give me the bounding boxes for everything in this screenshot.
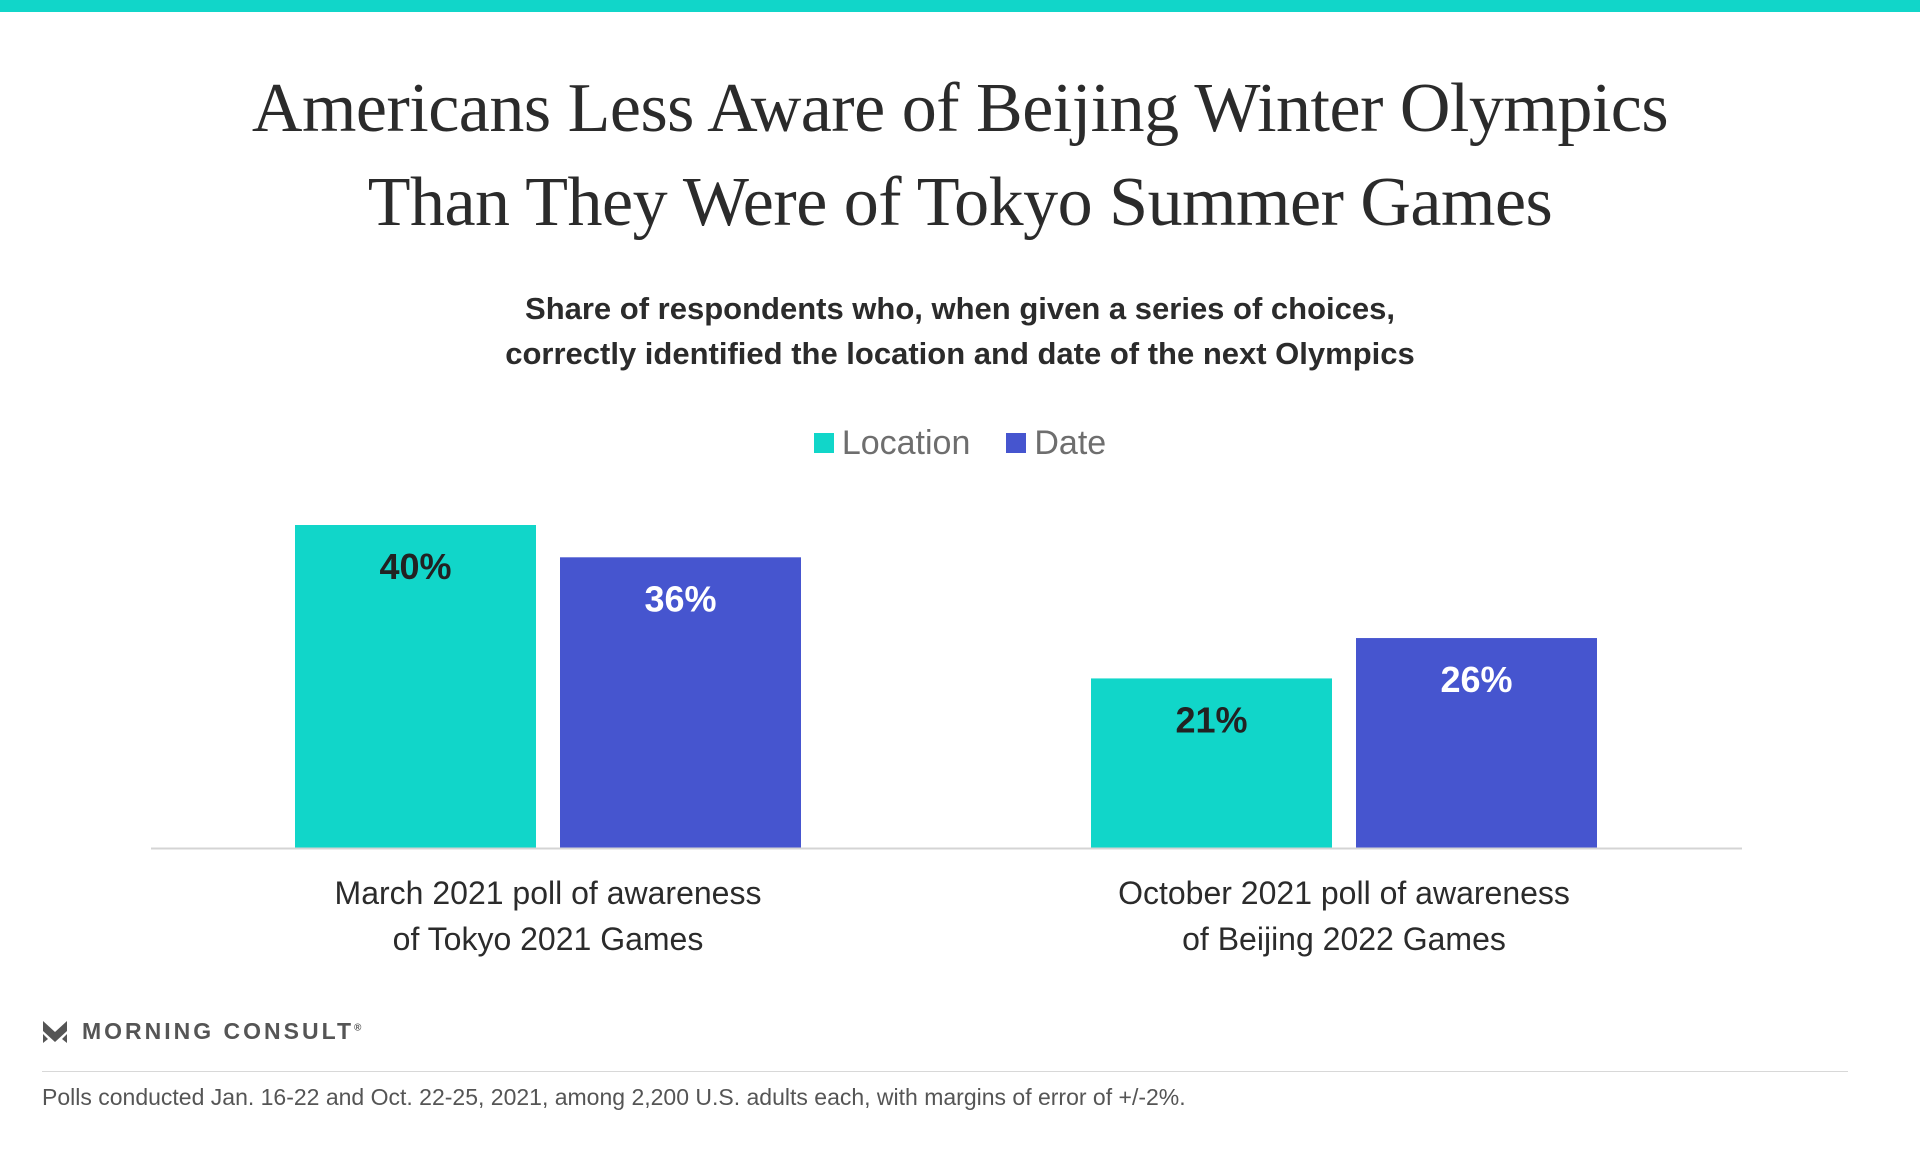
bar-date-2 [1356,638,1597,848]
data-label-date-2: 26% [1440,659,1512,700]
bar-location-2 [1091,678,1332,848]
bar-chart: 40% 36% March 2021 poll of awareness of Tok… [151,525,1742,957]
chart-subtitle-line-2: correctly identified the location and da… [505,336,1415,371]
legend-item-date: Date [1006,424,1106,463]
chart-subtitle: Share of respondents who, when given a s… [0,286,1920,376]
footer-divider [42,1071,1848,1072]
legend-item-location: Location [813,423,971,463]
chart-legend: Location Date [0,420,1920,466]
category-label-2-line-2: of Beijing 2022 Games [1182,921,1506,957]
category-label-1-line-2: of Tokyo 2021 Games [393,921,704,957]
chart-title-line-2: Than They Were of Tokyo Summer Games [367,164,1553,241]
data-label-date-1: 36% [644,578,716,619]
legend-swatch-location [813,433,834,453]
morning-consult-m-icon [43,1020,67,1043]
chart-subtitle-line-1: Share of respondents who, when given a s… [525,291,1395,326]
legend-label-date: Date [1034,423,1107,462]
brand-logo: MORNING CONSULT® [42,1018,361,1045]
category-label-2-line-1: October 2021 poll of awareness [1118,875,1570,911]
bar-location-1 [295,525,536,848]
chart-title: Americans Less Aware of Beijing Winter O… [0,62,1920,250]
chart-title-line-1: Americans Less Aware of Beijing Winter O… [251,70,1669,147]
legend-label-location: Location [841,423,971,462]
brand-name: MORNING CONSULT® [82,1018,362,1044]
data-label-location-2: 21% [1175,699,1247,740]
data-label-location-1: 40% [379,546,451,587]
footnote: Polls conducted Jan. 16-22 and Oct. 22-2… [42,1084,1186,1110]
top-accent-bar [0,0,1920,12]
legend-swatch-date [1006,433,1027,453]
bar-date-1 [560,557,801,848]
category-label-1-line-1: March 2021 poll of awareness [335,875,762,911]
